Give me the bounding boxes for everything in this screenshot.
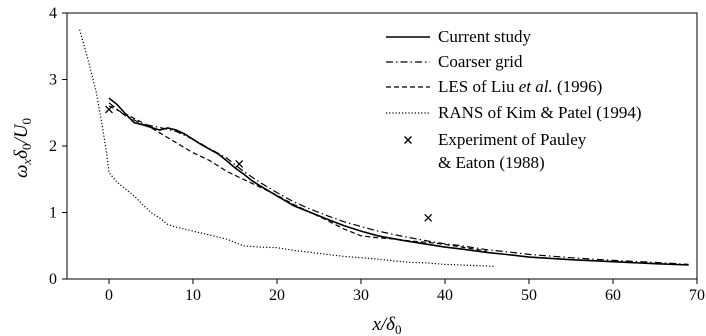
x-tick-label: 10 bbox=[185, 287, 201, 304]
legend: Current study Coarser grid LES of Liu et a… bbox=[386, 27, 642, 172]
x-tick-label: 0 bbox=[105, 287, 113, 304]
series-line-3 bbox=[79, 29, 496, 267]
series-line-0 bbox=[108, 97, 689, 266]
x-tick-label: 20 bbox=[269, 287, 285, 304]
y-tick-label: 3 bbox=[49, 72, 57, 89]
experiment-point bbox=[105, 105, 113, 114]
x-axis-label: x/δ0 bbox=[371, 314, 401, 336]
x-tick-label: 60 bbox=[605, 287, 621, 304]
x-tick-label: 70 bbox=[689, 287, 705, 304]
legend-marker bbox=[404, 136, 412, 144]
x-tick-label: 40 bbox=[437, 287, 453, 304]
legend-label: Coarser grid bbox=[438, 52, 523, 71]
legend-label: Current study bbox=[438, 27, 532, 46]
series-line-2 bbox=[108, 105, 488, 252]
series-layer bbox=[79, 29, 689, 267]
legend-label: LES of Liu et al. (1996) bbox=[438, 77, 602, 96]
series-line-1 bbox=[108, 102, 689, 265]
legend-label: Experiment of Pauley bbox=[438, 130, 587, 149]
plot-axes: 0 10 20 30 40 50 60 70 0 1 2 3 4 bbox=[49, 5, 705, 304]
plot-frame bbox=[66, 12, 698, 280]
legend-label: RANS of Kim & Patel (1994) bbox=[438, 103, 642, 122]
x-tick-label: 30 bbox=[353, 287, 369, 304]
experiment-point bbox=[424, 213, 433, 222]
y-tick-label: 1 bbox=[49, 205, 57, 222]
y-tick-label: 4 bbox=[49, 5, 57, 22]
y-tick-label: 2 bbox=[49, 138, 57, 155]
experiment-point bbox=[235, 159, 244, 168]
y-axis-label: ωxδ0/U0 bbox=[11, 118, 34, 178]
y-tick-label: 0 bbox=[49, 271, 57, 288]
legend-label: & Eaton (1988) bbox=[438, 153, 545, 172]
x-tick-label: 50 bbox=[521, 287, 537, 304]
